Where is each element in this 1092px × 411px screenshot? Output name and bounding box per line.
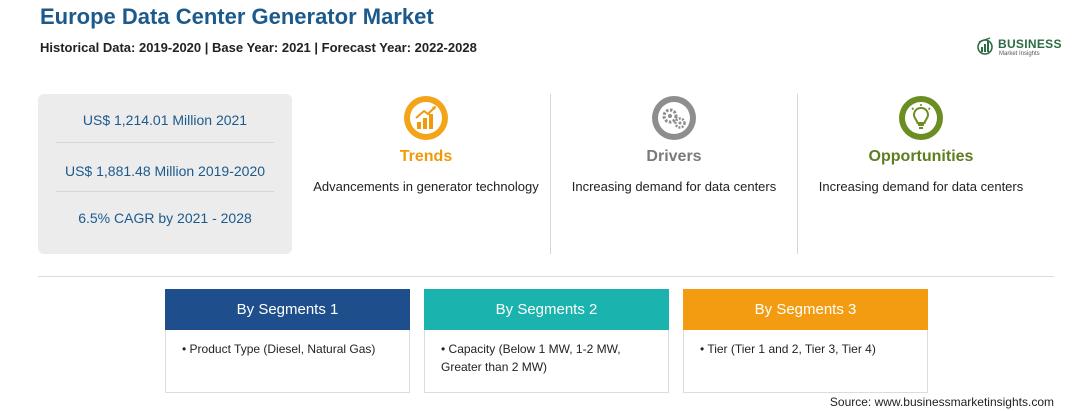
segment-1-title: By Segments 1: [165, 289, 410, 330]
page-title: Europe Data Center Generator Market: [40, 4, 434, 29]
column-divider: [550, 94, 551, 254]
logo-globe-icon: [977, 37, 993, 55]
stat-cagr: 6.5% CAGR by 2021 - 2028: [78, 210, 252, 226]
column-divider: [797, 94, 798, 254]
page-subtitle: Historical Data: 2019-2020 | Base Year: …: [40, 40, 477, 55]
logo-name: BUSINESS: [998, 37, 1062, 51]
gears-icon: [652, 96, 696, 140]
drivers-title: Drivers: [646, 148, 702, 165]
trend-chart-icon: [404, 96, 448, 140]
segment-2-title: By Segments 2: [424, 289, 669, 330]
stat-historical-size: US$ 1,881.48 Million 2019-2020: [64, 163, 266, 179]
section-divider: [38, 276, 1054, 277]
opportunities-column: Opportunities Increasing demand for data…: [806, 94, 1036, 197]
logo-tagline: Market Insights: [999, 51, 1040, 57]
lightbulb-icon: [899, 96, 943, 140]
segment-1-item-text: Product Type (Diesel, Natural Gas): [189, 342, 376, 356]
opportunities-text: Increasing demand for data centers: [818, 179, 1024, 194]
source-credit: Source: www.businessmarketinsights.com: [829, 395, 1054, 409]
stat-divider: [56, 191, 274, 192]
segment-1-item: • Product Type (Diesel, Natural Gas): [182, 342, 376, 356]
segment-card-2: By Segments 2 • Capacity (Below 1 MW, 1-…: [424, 289, 669, 393]
trends-title: Trends: [399, 148, 453, 165]
segment-3-title: By Segments 3: [683, 289, 928, 330]
segment-card-1: By Segments 1 • Product Type (Diesel, Na…: [165, 289, 410, 393]
drivers-column: Drivers Increasing demand for data cente…: [559, 94, 789, 197]
segment-3-item-text: Tier (Tier 1 and 2, Tier 3, Tier 4): [707, 342, 876, 356]
segment-2-item: • Capacity (Below 1 MW, 1-2 MW, Greater …: [441, 342, 621, 374]
trends-text: Advancements in generator technology: [313, 179, 539, 194]
stat-divider: [56, 142, 274, 143]
business-market-insights-logo: BUSINESS Market Insights: [976, 34, 1066, 60]
segment-2-item-text: Capacity (Below 1 MW, 1-2 MW, Greater th…: [441, 342, 621, 374]
segment-3-item: • Tier (Tier 1 and 2, Tier 3, Tier 4): [700, 342, 876, 356]
trends-column: Trends Advancements in generator technol…: [311, 94, 541, 197]
opportunities-title: Opportunities: [868, 148, 974, 165]
segment-card-3: By Segments 3 • Tier (Tier 1 and 2, Tier…: [683, 289, 928, 393]
market-stats-panel: US$ 1,214.01 Million 2021 US$ 1,881.48 M…: [38, 94, 292, 254]
drivers-text: Increasing demand for data centers: [571, 179, 777, 194]
stat-market-size-2021: US$ 1,214.01 Million 2021: [82, 112, 248, 128]
